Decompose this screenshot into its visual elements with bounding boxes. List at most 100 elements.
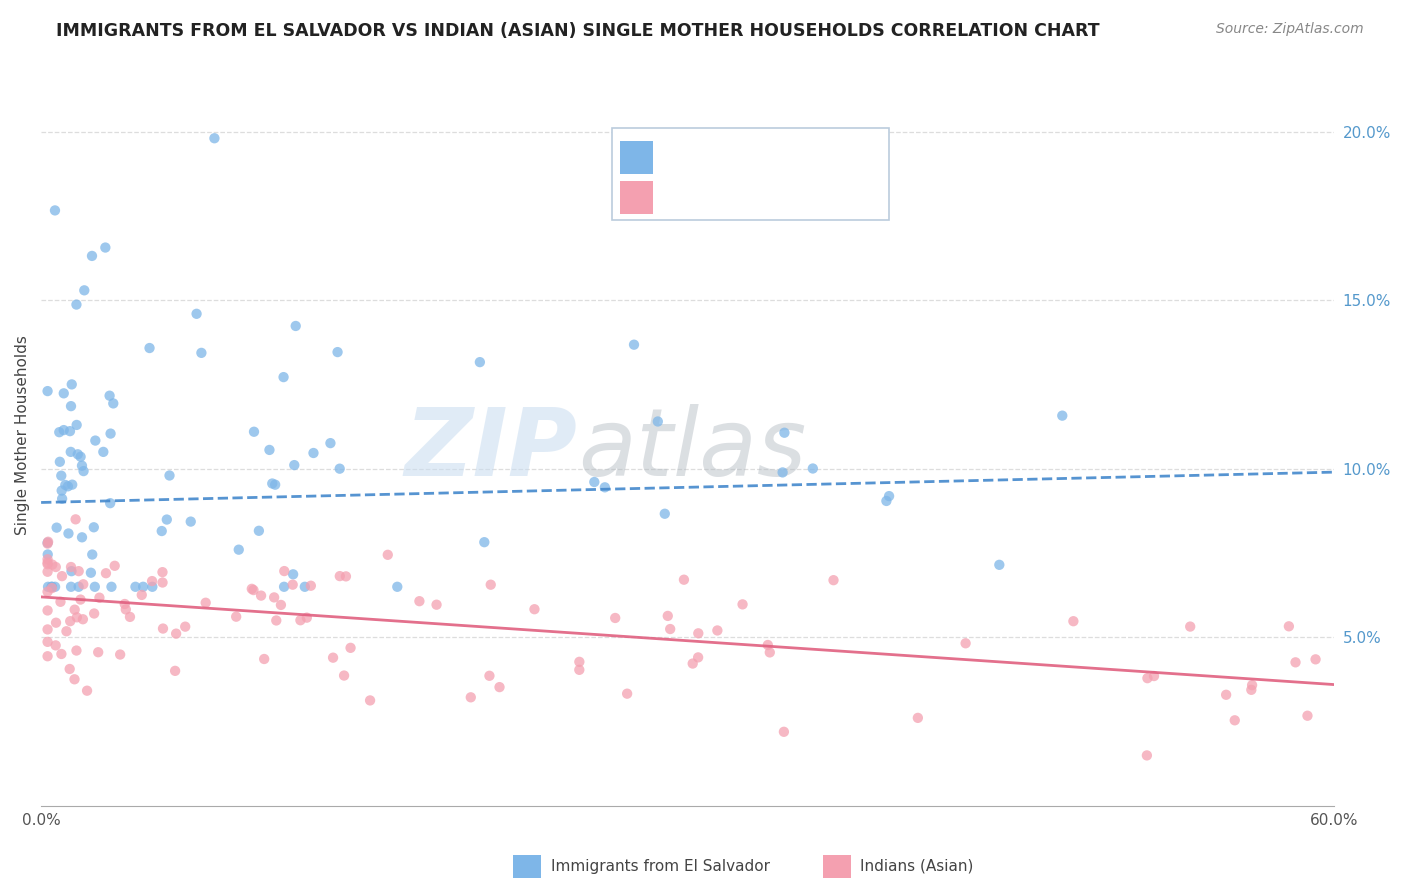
Point bbox=[1052, 409, 1074, 423]
Point bbox=[593, 480, 616, 494]
Point bbox=[44, 580, 66, 594]
Point bbox=[1240, 682, 1263, 697]
Point bbox=[159, 468, 181, 483]
Point bbox=[165, 626, 187, 640]
Point bbox=[955, 636, 977, 650]
Point bbox=[1180, 619, 1202, 633]
Point bbox=[41, 580, 63, 594]
Point bbox=[45, 560, 67, 574]
Point bbox=[56, 479, 79, 493]
Point bbox=[100, 426, 122, 441]
Point bbox=[66, 610, 89, 624]
Point bbox=[264, 477, 287, 491]
Point bbox=[138, 341, 160, 355]
Point bbox=[83, 520, 105, 534]
Point bbox=[190, 346, 212, 360]
Point bbox=[823, 573, 845, 587]
Point bbox=[672, 573, 695, 587]
Point bbox=[55, 624, 77, 639]
Point bbox=[654, 507, 676, 521]
Point bbox=[243, 425, 266, 439]
Point bbox=[194, 596, 217, 610]
Point bbox=[472, 535, 495, 549]
Point bbox=[141, 574, 163, 588]
Point bbox=[83, 580, 105, 594]
Point bbox=[45, 521, 67, 535]
Point bbox=[1305, 652, 1327, 666]
Point bbox=[114, 597, 136, 611]
Point bbox=[273, 580, 295, 594]
Text: IMMIGRANTS FROM EL SALVADOR VS INDIAN (ASIAN) SINGLE MOTHER HOUSEHOLDS CORRELATI: IMMIGRANTS FROM EL SALVADOR VS INDIAN (A… bbox=[56, 22, 1099, 40]
Point bbox=[72, 577, 94, 591]
Point bbox=[59, 614, 82, 628]
Point bbox=[319, 436, 342, 450]
Text: ZIP: ZIP bbox=[405, 404, 578, 496]
Point bbox=[152, 565, 174, 579]
Point bbox=[488, 680, 510, 694]
Point bbox=[51, 647, 73, 661]
Point bbox=[100, 580, 122, 594]
Point bbox=[150, 524, 173, 538]
Point bbox=[41, 580, 63, 594]
Point bbox=[359, 693, 381, 707]
Point bbox=[174, 620, 197, 634]
Point bbox=[37, 649, 59, 664]
Point bbox=[180, 515, 202, 529]
Point bbox=[408, 594, 430, 608]
Point bbox=[657, 608, 679, 623]
Point bbox=[299, 579, 322, 593]
Point bbox=[479, 577, 502, 591]
Point bbox=[706, 624, 728, 638]
Point bbox=[262, 476, 284, 491]
Point bbox=[204, 131, 226, 145]
Point bbox=[37, 584, 59, 599]
Point bbox=[89, 591, 111, 605]
Point bbox=[94, 566, 117, 581]
Point bbox=[59, 662, 82, 676]
Point bbox=[731, 598, 754, 612]
Point bbox=[647, 415, 669, 429]
Point bbox=[259, 442, 281, 457]
Point bbox=[773, 724, 796, 739]
Point bbox=[988, 558, 1011, 572]
Point bbox=[60, 377, 83, 392]
Point bbox=[605, 611, 627, 625]
Point bbox=[37, 565, 59, 579]
Point bbox=[688, 650, 710, 665]
Point bbox=[37, 536, 59, 550]
Point bbox=[45, 639, 67, 653]
Point bbox=[131, 588, 153, 602]
Point bbox=[240, 582, 263, 596]
Point bbox=[165, 664, 187, 678]
Point bbox=[247, 524, 270, 538]
Text: Source: ZipAtlas.com: Source: ZipAtlas.com bbox=[1216, 22, 1364, 37]
Point bbox=[1223, 714, 1246, 728]
Point bbox=[45, 615, 67, 630]
Point bbox=[67, 564, 90, 578]
Point bbox=[124, 580, 146, 594]
Point bbox=[118, 610, 141, 624]
Point bbox=[70, 458, 93, 473]
Y-axis label: Single Mother Households: Single Mother Households bbox=[15, 335, 30, 535]
Point bbox=[67, 580, 90, 594]
Point bbox=[37, 534, 59, 549]
Point bbox=[568, 655, 591, 669]
Point bbox=[250, 589, 273, 603]
Point bbox=[333, 668, 356, 682]
Point bbox=[94, 241, 117, 255]
Point bbox=[37, 552, 59, 566]
Point bbox=[339, 640, 361, 655]
Point bbox=[65, 512, 87, 526]
Point bbox=[523, 602, 546, 616]
Point bbox=[70, 530, 93, 544]
Point bbox=[60, 580, 83, 594]
Point bbox=[377, 548, 399, 562]
Point bbox=[1062, 614, 1084, 628]
Point bbox=[52, 423, 75, 437]
Point bbox=[281, 567, 304, 582]
Point bbox=[73, 283, 96, 297]
Point bbox=[759, 645, 782, 659]
Point bbox=[329, 569, 352, 583]
Point bbox=[688, 626, 710, 640]
Point bbox=[114, 602, 136, 616]
